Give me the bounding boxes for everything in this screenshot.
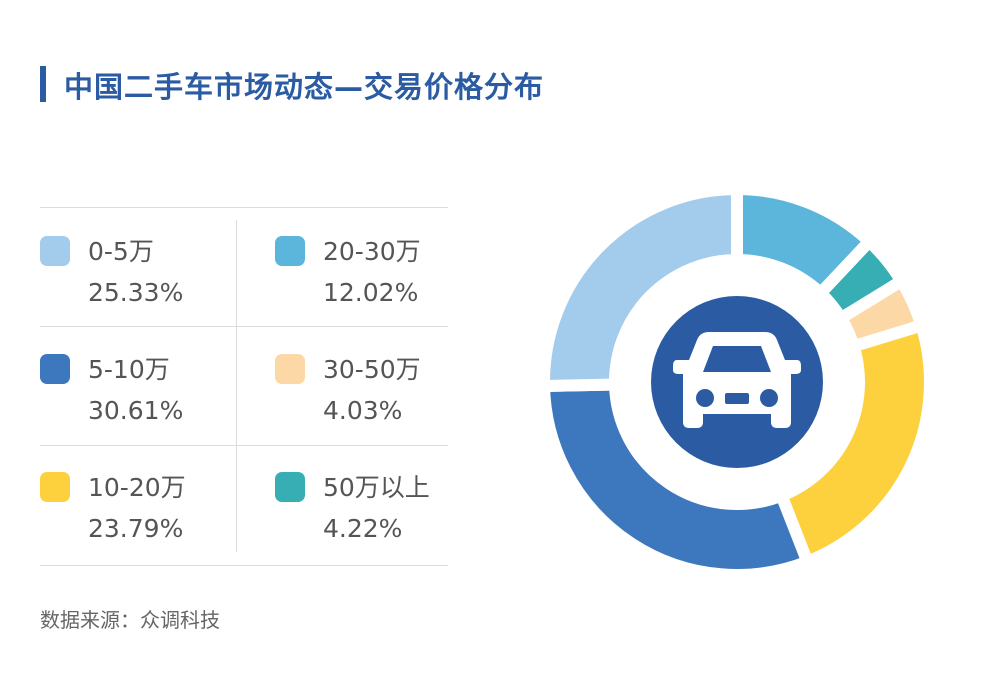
data-source: 数据来源：众调科技 — [40, 608, 220, 632]
legend: 0-5万 25.33% 5-10万 30.61% 10-20万 23.79% 2… — [40, 207, 448, 566]
car-icon — [673, 332, 801, 428]
legend-swatch — [40, 354, 70, 384]
legend-divider — [40, 445, 448, 446]
legend-value: 30.61% — [88, 396, 184, 425]
legend-divider — [236, 220, 237, 552]
legend-swatch — [275, 354, 305, 384]
legend-item: 10-20万 23.79% — [40, 444, 240, 562]
donut-chart — [537, 182, 936, 581]
legend-label: 0-5万 — [88, 237, 154, 266]
legend-label: 50万以上 — [323, 473, 430, 502]
legend-value: 12.02% — [323, 278, 419, 307]
legend-label: 30-50万 — [323, 355, 421, 384]
legend-value: 4.22% — [323, 514, 403, 543]
legend-label: 20-30万 — [323, 237, 421, 266]
legend-swatch — [275, 472, 305, 502]
legend-item: 20-30万 12.02% — [275, 208, 475, 326]
legend-label: 10-20万 — [88, 473, 186, 502]
legend-swatch — [40, 236, 70, 266]
legend-item: 30-50万 4.03% — [275, 326, 475, 444]
legend-value: 25.33% — [88, 278, 184, 307]
legend-swatch — [40, 472, 70, 502]
legend-item: 0-5万 25.33% — [40, 208, 240, 326]
legend-value: 4.03% — [323, 396, 403, 425]
donut-slice-5-10万 — [537, 378, 816, 581]
legend-item: 5-10万 30.61% — [40, 326, 240, 444]
legend-value: 23.79% — [88, 514, 184, 543]
legend-swatch — [275, 236, 305, 266]
legend-divider — [40, 326, 448, 327]
chart-title: 中国二手车市场动态—交易价格分布 — [64, 70, 545, 104]
legend-label: 5-10万 — [88, 355, 170, 384]
title-accent-bar — [40, 66, 46, 102]
donut-slice-0-5万 — [538, 182, 743, 393]
legend-item: 50万以上 4.22% — [275, 444, 475, 562]
